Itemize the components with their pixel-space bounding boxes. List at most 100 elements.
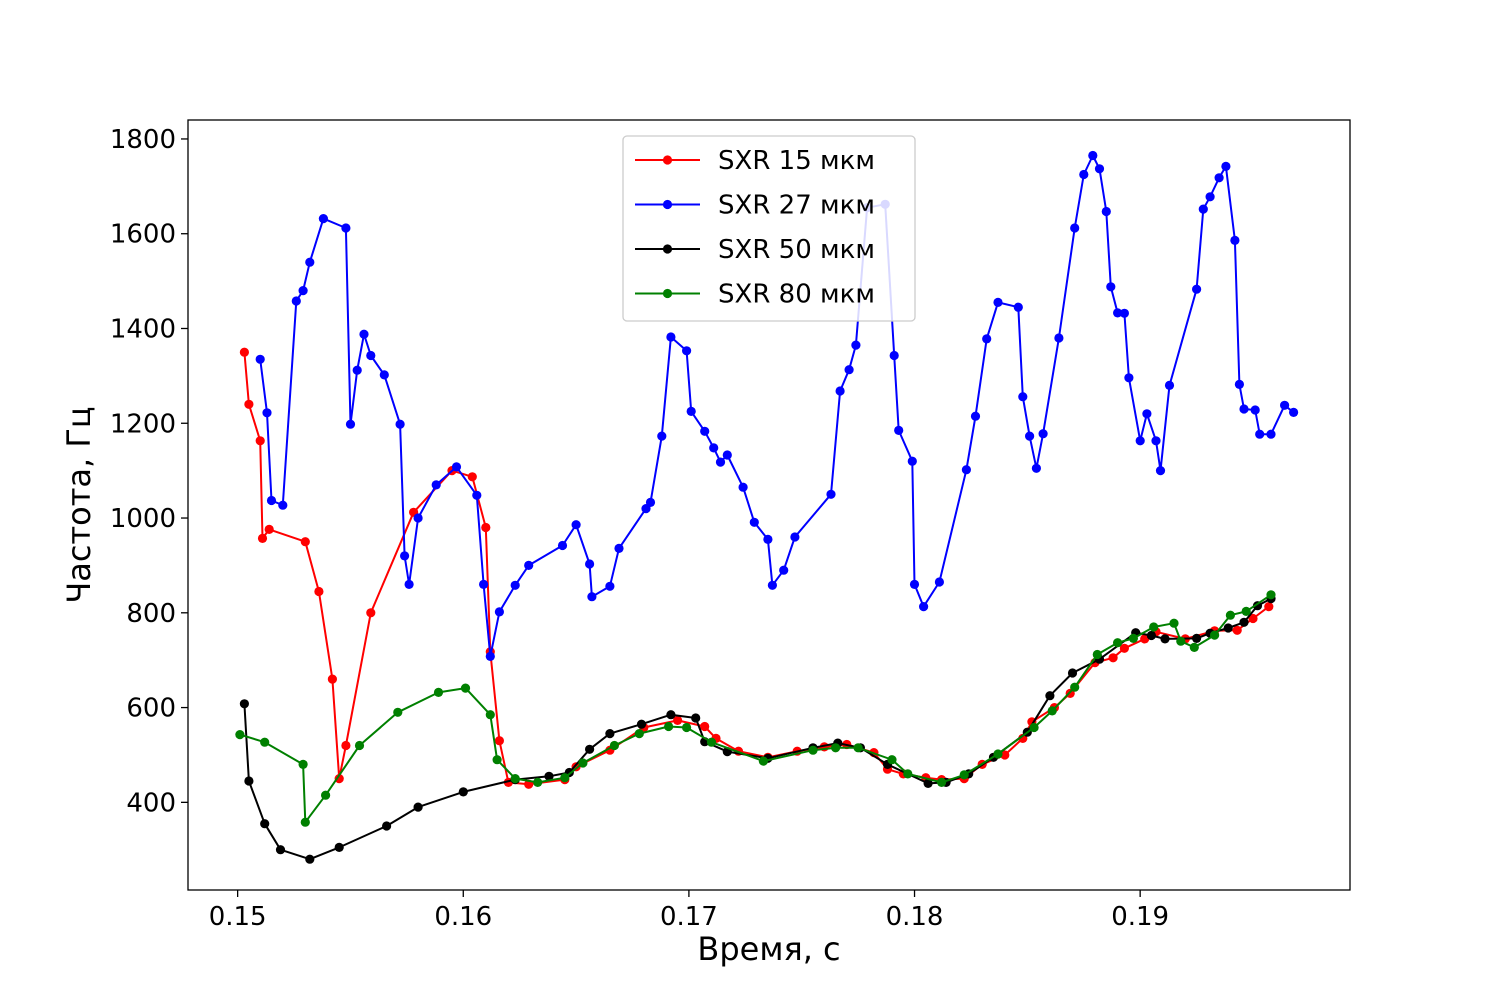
data-point <box>1214 173 1224 183</box>
data-point <box>853 743 863 753</box>
data-point <box>244 399 254 409</box>
data-point <box>1264 602 1274 612</box>
data-point <box>1025 431 1035 441</box>
data-point <box>571 762 581 772</box>
legend-entry: SXR 80 мкм <box>635 280 875 310</box>
data-point <box>808 745 818 755</box>
series-2 <box>255 150 1299 662</box>
data-point <box>1092 649 1102 660</box>
data-point <box>467 472 477 482</box>
data-point <box>1241 606 1251 617</box>
data-point <box>557 540 568 551</box>
data-point <box>1266 590 1276 600</box>
data-point <box>400 551 410 561</box>
y-tick-label: 1400 <box>110 314 176 344</box>
y-tick-label: 1600 <box>110 220 176 250</box>
data-point <box>494 736 504 746</box>
data-point <box>492 755 502 765</box>
data-point <box>341 223 351 233</box>
data-point <box>264 524 274 535</box>
axis-layer: 0.15 0.16 0.17 0.18 0.19 400 600 800 1000 1200 140… <box>110 125 1169 932</box>
data-point <box>993 297 1003 307</box>
data-point <box>366 608 376 618</box>
data-point <box>844 365 854 375</box>
data-point <box>1266 429 1276 439</box>
data-point <box>334 842 344 853</box>
data-point <box>970 411 981 421</box>
data-point <box>982 334 992 344</box>
data-point <box>673 715 683 726</box>
legend-swatch-marker <box>662 244 673 254</box>
data-point <box>262 408 272 418</box>
data-point <box>479 579 489 590</box>
data-point <box>239 699 249 709</box>
x-tick-label: 0.17 <box>660 902 718 932</box>
data-point <box>636 719 647 729</box>
data-point <box>1047 706 1057 716</box>
series-layer <box>235 150 1299 864</box>
data-point <box>585 744 595 754</box>
data-point <box>255 354 265 364</box>
data-point <box>831 743 841 753</box>
y-tick-label: 1200 <box>110 409 176 439</box>
data-point <box>1113 638 1123 648</box>
data-point <box>1234 379 1244 389</box>
data-point <box>451 462 462 472</box>
x-tick-label: 0.16 <box>434 902 492 932</box>
data-point <box>413 802 423 812</box>
data-point <box>379 370 389 380</box>
data-point <box>1000 750 1010 760</box>
data-point <box>993 749 1003 759</box>
data-point <box>709 443 719 453</box>
data-point <box>1192 633 1202 644</box>
data-point <box>790 532 800 542</box>
data-point <box>1205 192 1215 202</box>
data-point <box>578 758 588 768</box>
data-point <box>1124 373 1134 383</box>
data-point <box>1094 164 1105 174</box>
data-point <box>1232 625 1242 635</box>
data-point <box>1210 630 1220 640</box>
data-point <box>767 580 778 590</box>
data-point <box>1038 429 1048 439</box>
data-point <box>1135 436 1145 446</box>
data-point <box>345 419 356 429</box>
data-point <box>605 729 615 739</box>
data-point <box>645 497 656 507</box>
data-point <box>937 777 947 788</box>
data-point <box>1146 630 1156 641</box>
data-point <box>664 721 674 732</box>
data-point <box>686 406 696 416</box>
data-point <box>1088 150 1098 161</box>
data-point <box>485 710 495 720</box>
series-4 <box>235 590 1276 827</box>
data-point <box>934 577 945 587</box>
data-point <box>472 490 482 500</box>
data-point <box>510 580 520 590</box>
data-point <box>485 651 495 662</box>
data-point <box>682 722 692 733</box>
data-point <box>354 740 365 751</box>
data-point <box>300 537 310 547</box>
data-point <box>657 431 667 441</box>
data-point <box>851 340 861 350</box>
data-point <box>382 821 392 831</box>
data-point <box>758 756 769 766</box>
legend-entry: SXR 50 мкм <box>635 235 875 265</box>
data-point <box>1289 407 1299 417</box>
data-point <box>1189 642 1199 653</box>
legend-swatch-marker <box>662 155 673 165</box>
data-point <box>1221 161 1231 171</box>
data-point <box>544 771 554 781</box>
data-point <box>366 350 376 361</box>
data-point <box>1106 282 1116 292</box>
data-point <box>706 737 717 747</box>
data-point <box>1067 668 1078 678</box>
legend-label: SXR 15 мкм <box>718 146 875 176</box>
data-point <box>1108 653 1118 663</box>
data-point <box>722 450 732 460</box>
data-point <box>903 769 913 779</box>
data-point <box>334 774 344 784</box>
data-point <box>239 347 249 357</box>
x-tick-label: 0.19 <box>1111 902 1169 932</box>
